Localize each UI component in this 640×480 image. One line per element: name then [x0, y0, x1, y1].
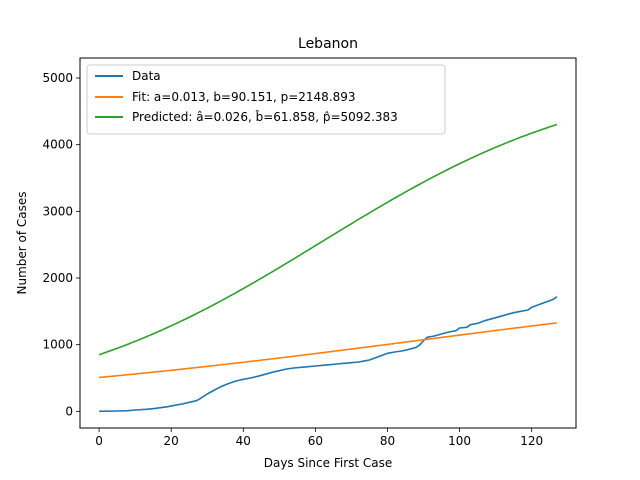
- legend-label-data: Data: [132, 69, 161, 83]
- plot-frame: [79, 57, 577, 429]
- legend-label-fit: Fit: a=0.013, b=90.151, p=2148.893: [132, 90, 356, 104]
- series-layer: [98, 123, 558, 413]
- legend: Data Fit: a=0.013, b=90.151, p=2148.893 …: [86, 64, 446, 135]
- x-tick-label: 40: [236, 434, 251, 448]
- x-axis-label: Days Since First Case: [264, 456, 393, 470]
- x-tick-label: 120: [520, 434, 543, 448]
- y-tick-label: 5000: [42, 71, 73, 85]
- y-tick-label: 4000: [42, 138, 73, 152]
- y-tick-label: 1000: [42, 338, 73, 352]
- y-axis: 0 1000 2000 3000 4000 5000: [42, 71, 80, 418]
- x-tick-label: 0: [95, 434, 103, 448]
- predicted-line: [98, 123, 558, 356]
- y-axis-label: Number of Cases: [15, 191, 29, 294]
- x-tick-label: 60: [308, 434, 323, 448]
- y-tick-label: 3000: [42, 204, 73, 218]
- y-tick-label: 0: [65, 404, 73, 418]
- legend-label-predicted: Predicted: â=0.026, b̂=61.858, p̂=5092.3…: [132, 110, 398, 124]
- x-tick-label: 80: [380, 434, 395, 448]
- plot-area: [79, 57, 577, 429]
- fit-line: [99, 322, 557, 379]
- chart-title: Lebanon: [298, 36, 358, 52]
- data-line: [99, 296, 558, 413]
- x-axis: 0 20 40 60 80 100 120: [95, 428, 543, 448]
- x-tick-label: 20: [164, 434, 179, 448]
- y-tick-label: 2000: [42, 271, 73, 285]
- legend-box: [86, 64, 446, 135]
- x-tick-label: 100: [448, 434, 471, 448]
